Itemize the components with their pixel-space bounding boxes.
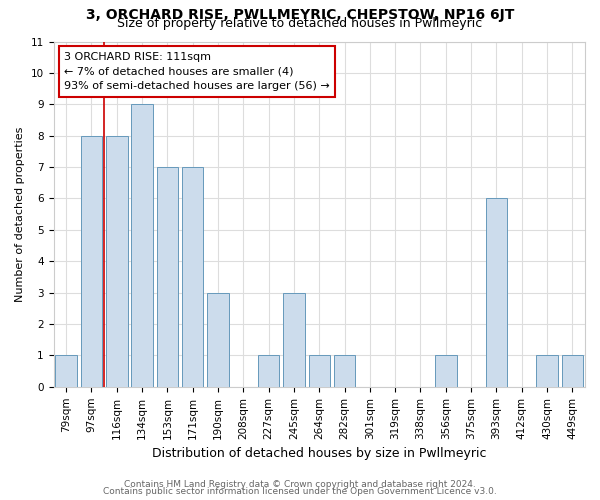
Bar <box>131 104 153 387</box>
Bar <box>106 136 128 387</box>
Y-axis label: Number of detached properties: Number of detached properties <box>15 126 25 302</box>
Bar <box>485 198 507 387</box>
Bar <box>283 292 305 387</box>
Text: Size of property relative to detached houses in Pwllmeyric: Size of property relative to detached ho… <box>118 18 482 30</box>
Text: 3 ORCHARD RISE: 111sqm
← 7% of detached houses are smaller (4)
93% of semi-detac: 3 ORCHARD RISE: 111sqm ← 7% of detached … <box>64 52 330 92</box>
Bar <box>182 167 203 387</box>
Bar <box>334 356 355 387</box>
Bar <box>207 292 229 387</box>
Bar <box>536 356 558 387</box>
Bar <box>562 356 583 387</box>
Text: 3, ORCHARD RISE, PWLLMEYRIC, CHEPSTOW, NP16 6JT: 3, ORCHARD RISE, PWLLMEYRIC, CHEPSTOW, N… <box>86 8 514 22</box>
Bar <box>81 136 102 387</box>
X-axis label: Distribution of detached houses by size in Pwllmeyric: Distribution of detached houses by size … <box>152 447 487 460</box>
Bar <box>157 167 178 387</box>
Bar <box>308 356 330 387</box>
Bar <box>435 356 457 387</box>
Text: Contains HM Land Registry data © Crown copyright and database right 2024.: Contains HM Land Registry data © Crown c… <box>124 480 476 489</box>
Bar <box>258 356 280 387</box>
Bar <box>55 356 77 387</box>
Text: Contains public sector information licensed under the Open Government Licence v3: Contains public sector information licen… <box>103 487 497 496</box>
